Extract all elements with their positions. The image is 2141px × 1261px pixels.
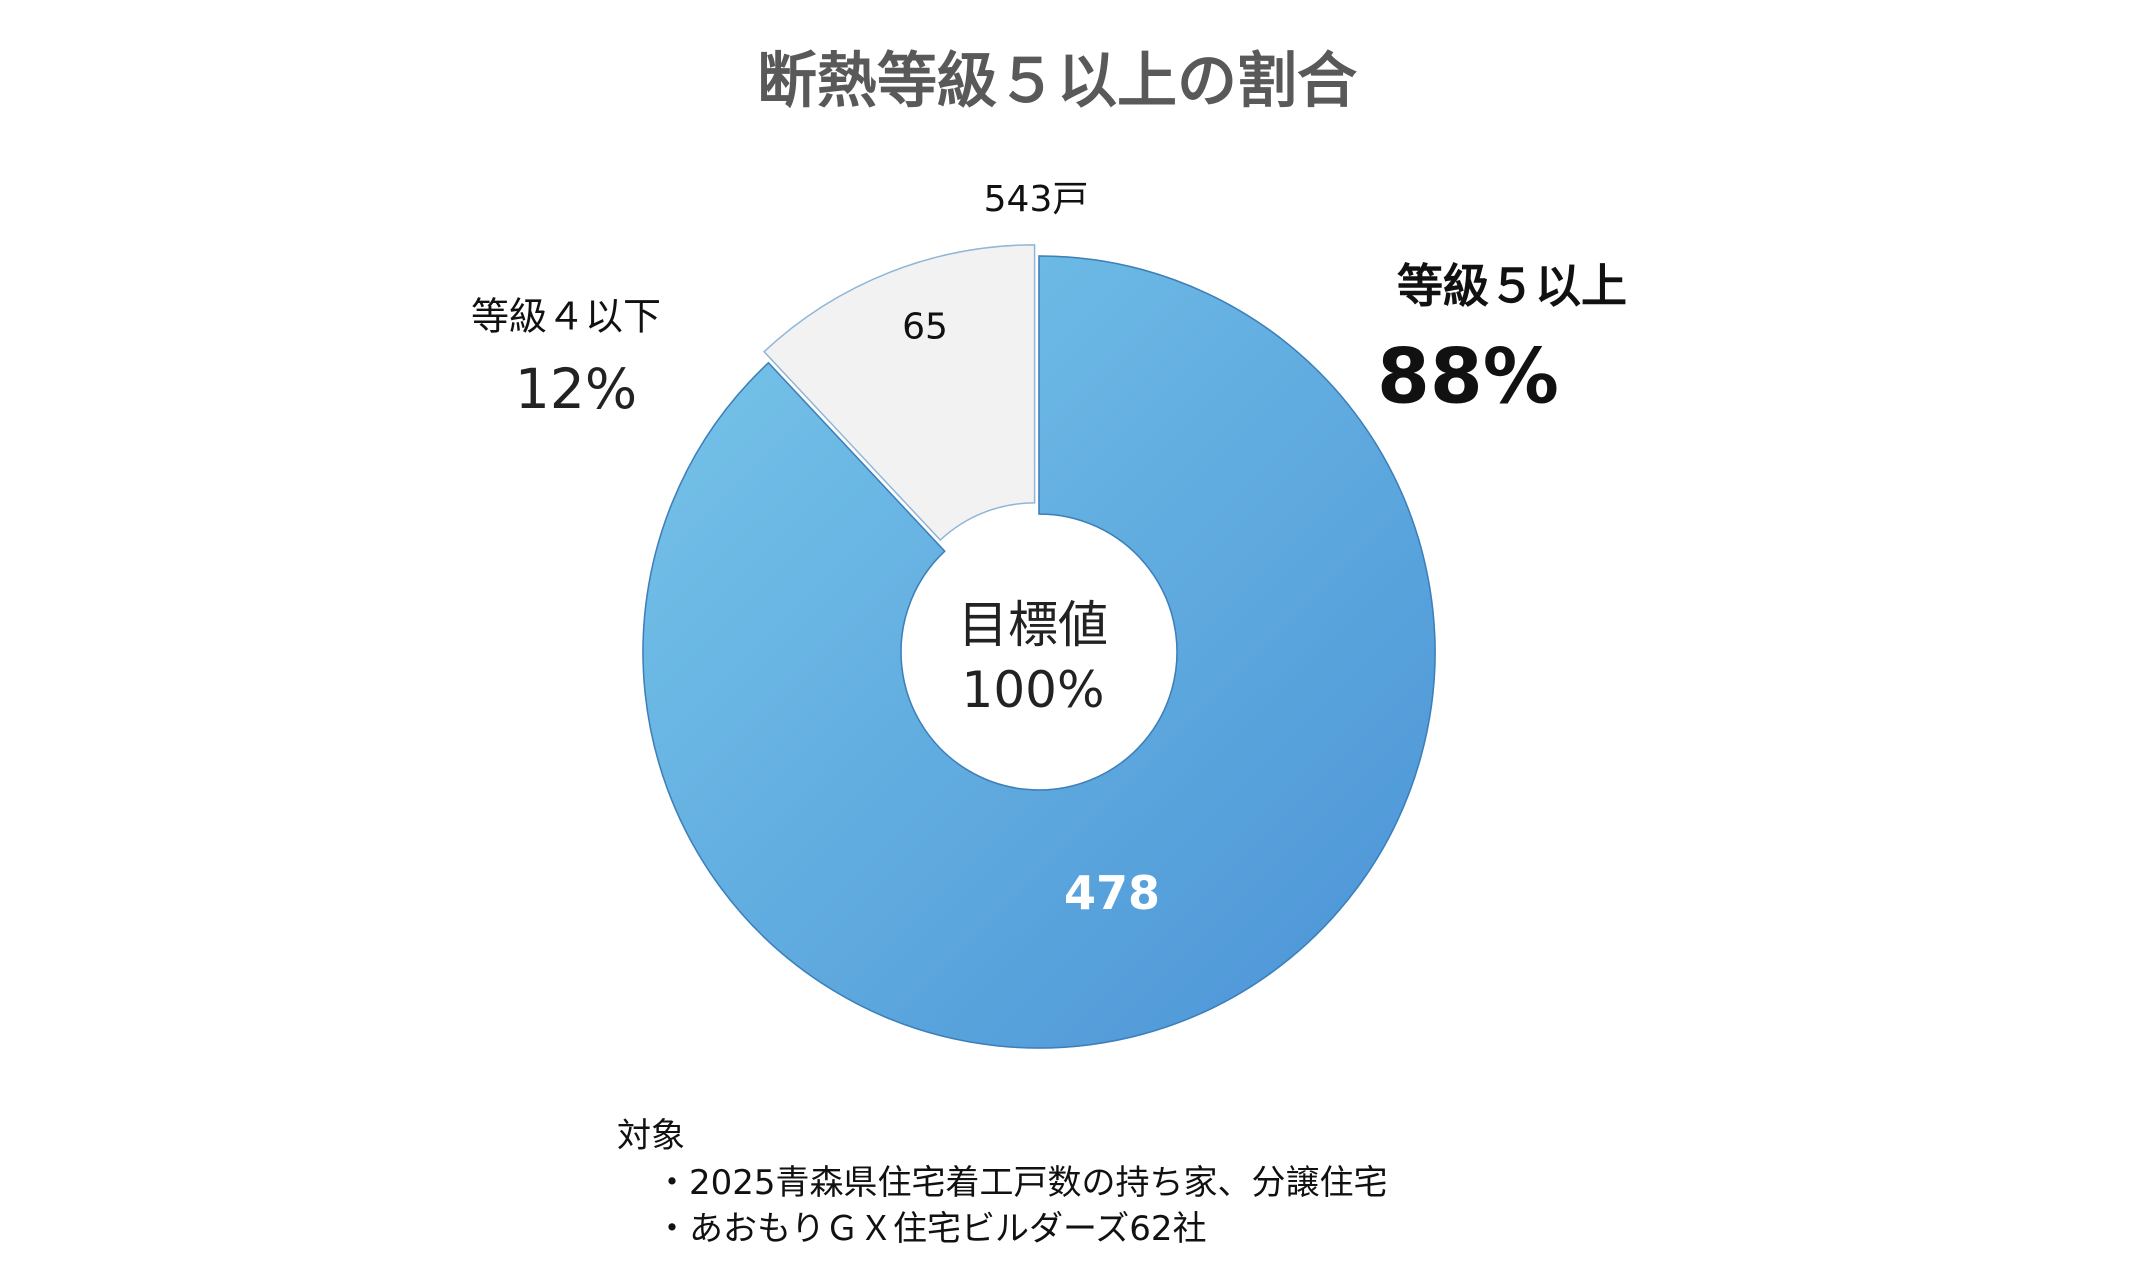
chart-title: 断熱等級５以上の割合 <box>757 46 1357 117</box>
slice-percent-grade5: 88% <box>1377 331 1559 421</box>
note-item: ・2025青森県住宅着工戸数の持ち家、分譲住宅 <box>655 1163 1388 1203</box>
slice-value-grade5: 478 <box>1063 866 1161 920</box>
slice-grade4-or-below <box>762 244 1036 542</box>
slice-name-grade5: 等級５以上 <box>1397 259 1627 313</box>
slice-grade5-or-above <box>642 255 1436 1049</box>
center-value: 100% <box>961 661 1105 719</box>
note-item: ・あおもりＧＸ住宅ビルダーズ62社 <box>655 1209 1207 1249</box>
slice-percent-grade4: 12% <box>514 357 638 421</box>
center-label: 目標値 <box>958 596 1108 654</box>
note-heading: 対象 <box>617 1116 685 1156</box>
slice-name-grade4: 等級４以下 <box>470 294 662 339</box>
total-label: 543戸 <box>983 179 1089 220</box>
slice-value-grade4: 65 <box>902 306 948 348</box>
